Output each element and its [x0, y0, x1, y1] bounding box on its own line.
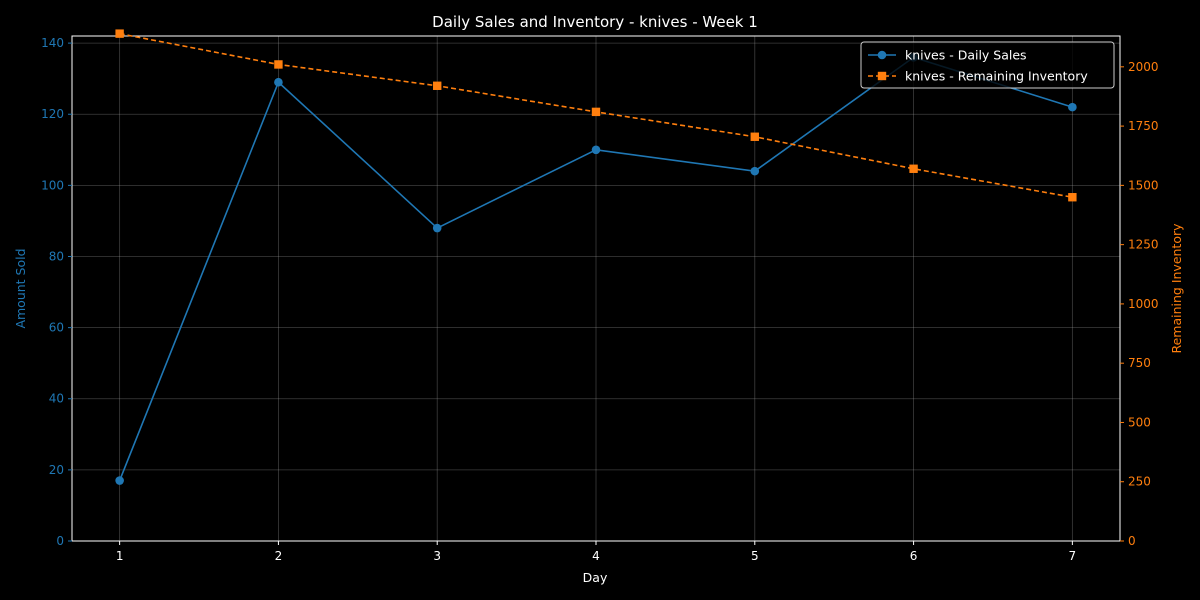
y-left-tick-label: 40 — [49, 392, 64, 406]
x-tick-label: 2 — [275, 549, 283, 563]
legend-entry: knives - Remaining Inventory — [868, 69, 1088, 84]
y-right-tick-label: 1000 — [1128, 297, 1159, 311]
data-point — [432, 223, 442, 233]
legend-entry: knives - Daily Sales — [868, 48, 1027, 63]
data-point — [1068, 193, 1077, 202]
data-point — [274, 60, 283, 69]
x-tick-label: 1 — [116, 549, 124, 563]
legend-label: knives - Daily Sales — [905, 48, 1027, 63]
data-point — [115, 29, 124, 38]
y-left-tick-label: 80 — [49, 249, 64, 263]
y-right-tick-label: 500 — [1128, 415, 1151, 429]
y-right-tick-label: 1750 — [1128, 119, 1159, 133]
data-point — [591, 145, 601, 155]
y-left-tick-label: 60 — [49, 321, 64, 335]
data-point — [909, 164, 918, 173]
y-right-tick-label: 2000 — [1128, 60, 1159, 74]
y-right-tick-label: 1250 — [1128, 238, 1159, 252]
x-tick-label: 6 — [910, 549, 918, 563]
legend-box — [860, 41, 1115, 89]
y-right-tick-label: 1500 — [1128, 178, 1159, 192]
data-point — [274, 77, 283, 87]
y-axis-right-label: Remaining Inventory — [1169, 223, 1184, 354]
y-left-tick-label: 20 — [49, 463, 64, 477]
y-axis-left-label: Amount Sold — [13, 248, 28, 328]
series-2 — [115, 29, 1077, 202]
data-point — [115, 476, 124, 485]
x-axis-label: Day — [583, 570, 608, 585]
x-tick-label: 3 — [433, 549, 441, 563]
x-tick-label: 5 — [751, 549, 759, 563]
data-point — [433, 81, 442, 90]
y-left-tick-label: 0 — [56, 534, 64, 548]
data-point — [750, 166, 760, 176]
data-point — [750, 132, 759, 141]
chart-title: Daily Sales and Inventory - knives - Wee… — [432, 13, 758, 31]
axes: 1 2 3 4 5 6 7 0 20 40 60 80 100 120 140 0 250 500 750 1000 1… — [41, 35, 1159, 563]
data-point — [591, 107, 601, 117]
legend-marker — [877, 71, 887, 81]
y-left-tick-label: 120 — [41, 107, 64, 121]
data-point — [1068, 102, 1077, 112]
y-right-tick-label: 750 — [1128, 356, 1151, 370]
y-right-tick-label: 250 — [1128, 475, 1151, 489]
legend-marker — [877, 50, 887, 60]
x-tick-label: 4 — [592, 549, 600, 563]
y-left-tick-label: 100 — [41, 178, 64, 192]
y-left-tick-label: 140 — [41, 36, 64, 50]
legend-label: knives - Remaining Inventory — [905, 69, 1088, 84]
y-right-tick-label: 0 — [1128, 534, 1136, 548]
x-tick-label: 7 — [1069, 549, 1077, 563]
legend: knives - Daily Sales knives - Remaining I… — [860, 41, 1115, 89]
